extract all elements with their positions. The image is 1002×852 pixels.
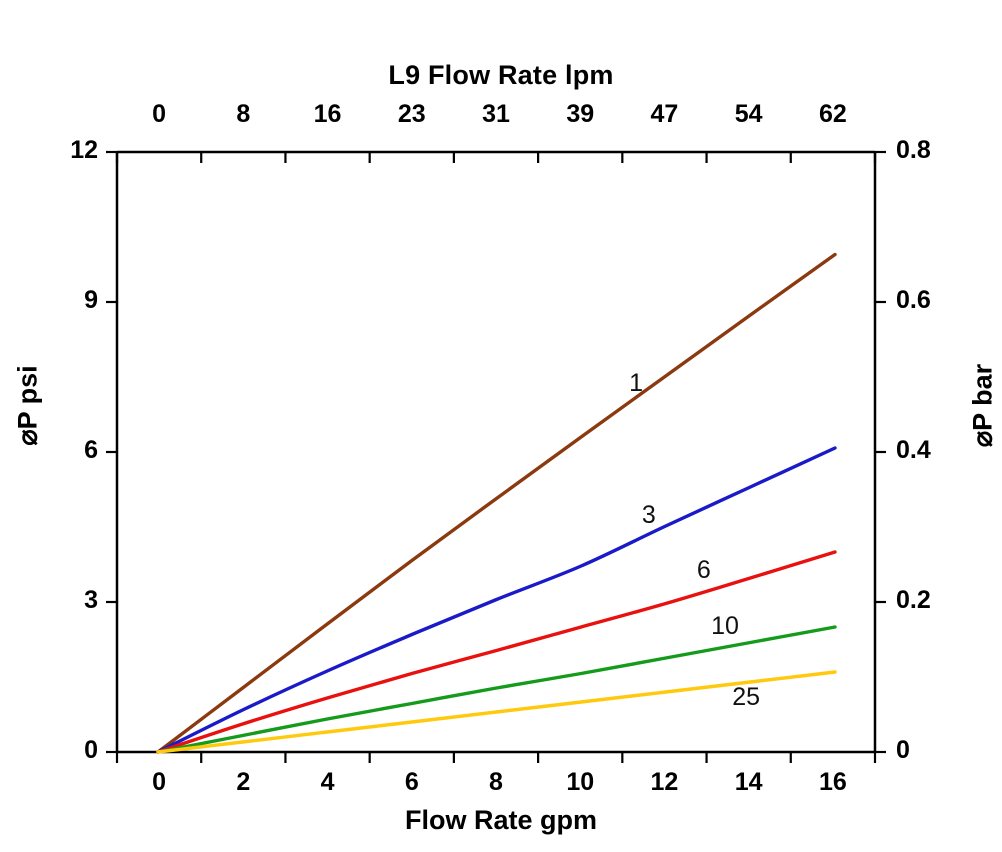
y-tick-label-left: 12 xyxy=(70,136,98,164)
x-tick-label-bottom: 16 xyxy=(818,768,847,796)
series-paths xyxy=(156,252,837,754)
series-line-6 xyxy=(156,550,837,754)
tick-marks xyxy=(106,150,886,763)
x-tick-label-top: 8 xyxy=(236,100,251,128)
series-line-3 xyxy=(156,446,837,754)
x-tick-label-top: 54 xyxy=(734,100,763,128)
x-tick-label-top: 39 xyxy=(566,100,595,128)
series-label-6: 6 xyxy=(696,556,711,584)
bottom-axis-title: Flow Rate gpm xyxy=(404,805,597,835)
y-tick-label-left: 0 xyxy=(84,736,98,764)
x-tick-label-bottom: 8 xyxy=(489,768,503,796)
y-tick-label-left: 9 xyxy=(84,286,98,314)
y-tick-label-right: 0.8 xyxy=(896,136,931,164)
x-tick-label-top: 31 xyxy=(482,100,510,128)
series-label-3: 3 xyxy=(641,501,656,529)
x-tick-label-bottom: 14 xyxy=(734,768,763,796)
top-axis-title: L9 Flow Rate lpm xyxy=(388,60,614,90)
series-line-10 xyxy=(156,625,837,754)
x-tick-label-bottom: 10 xyxy=(566,768,595,796)
y-tick-label-right: 0.4 xyxy=(896,436,931,464)
series-label-1: 1 xyxy=(629,368,644,397)
series-line-1 xyxy=(156,252,837,754)
x-tick-label-top: 62 xyxy=(818,100,847,128)
axis-frame xyxy=(115,150,877,754)
y-tick-label-right: 0.6 xyxy=(896,286,931,314)
x-tick-label-top: 23 xyxy=(397,100,426,128)
y-tick-label-right: 0.2 xyxy=(896,586,931,614)
x-tick-label-bottom: 4 xyxy=(320,768,335,796)
x-tick-label-top: 47 xyxy=(650,100,679,128)
series-label-25: 25 xyxy=(732,682,761,711)
x-tick-label-top: 0 xyxy=(152,100,167,128)
y-tick-label-right: 0 xyxy=(896,736,910,764)
x-tick-label-top: 16 xyxy=(313,100,342,128)
series-line-25 xyxy=(156,670,837,754)
x-tick-label-bottom: 0 xyxy=(152,768,167,796)
x-tick-label-bottom: 2 xyxy=(236,768,251,796)
x-tick-label-bottom: 6 xyxy=(404,768,419,796)
y-tick-label-left: 3 xyxy=(84,586,98,614)
series-label-10: 10 xyxy=(711,612,739,640)
y-tick-label-left: 6 xyxy=(84,436,98,464)
x-tick-label-bottom: 12 xyxy=(650,768,679,796)
